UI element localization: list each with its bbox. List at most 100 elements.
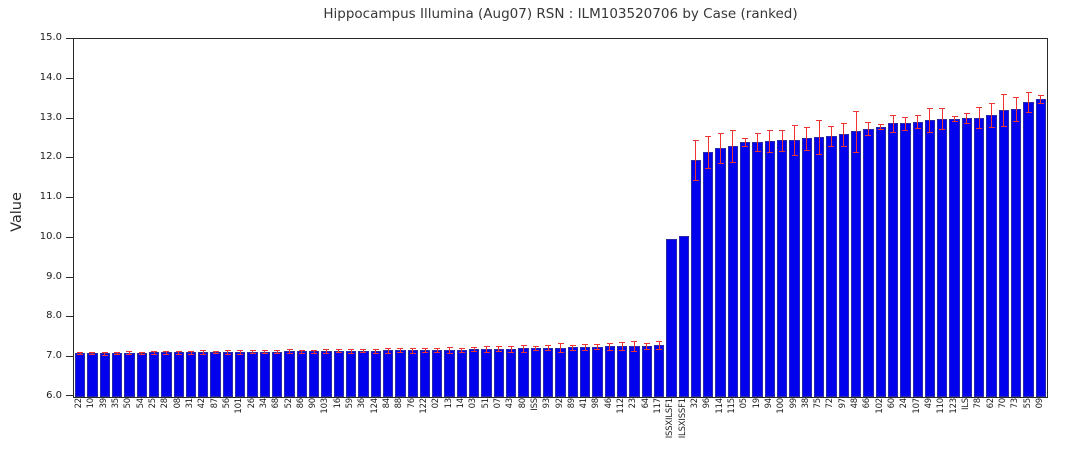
- bar: [924, 120, 936, 397]
- error-bar-cap: [803, 126, 810, 128]
- error-bar-cap: [705, 168, 712, 170]
- error-bar: [79, 352, 81, 355]
- x-tick-label: 115: [726, 398, 737, 414]
- error-bar: [954, 116, 956, 121]
- error-bar-cap: [175, 354, 182, 356]
- error-bar-cap: [742, 146, 749, 148]
- bar: [813, 136, 825, 397]
- error-bar-cap: [914, 115, 921, 117]
- x-tick-label: 66: [862, 398, 873, 409]
- plot-area: [73, 38, 1048, 398]
- bar: [592, 346, 603, 397]
- x-tick-label: 51: [480, 398, 491, 409]
- x-tick-label: 31: [185, 398, 195, 409]
- bar: [777, 140, 788, 397]
- error-bar-cap: [298, 352, 305, 354]
- x-tick-label: 25: [148, 398, 159, 409]
- error-bar-cap: [594, 349, 601, 351]
- y-tick-label: 13.0: [39, 111, 62, 123]
- error-bar: [1040, 95, 1042, 104]
- error-bar: [966, 112, 968, 123]
- error-bar-cap: [348, 348, 355, 350]
- error-bar-cap: [853, 110, 860, 112]
- bar: [75, 353, 86, 397]
- error-bar: [867, 122, 869, 135]
- error-bar: [880, 124, 882, 129]
- bar: [826, 135, 837, 397]
- error-bar: [276, 350, 278, 354]
- x-tick-label: 23: [628, 398, 639, 409]
- error-bar: [461, 347, 463, 352]
- error-bar: [781, 129, 783, 152]
- error-bar-cap: [188, 351, 194, 353]
- error-bar: [855, 110, 857, 152]
- x-tick-label: ILSXISSF1: [677, 398, 688, 439]
- error-bar-cap: [631, 351, 638, 353]
- x-tick-label: 88: [394, 398, 405, 409]
- bar: [419, 350, 431, 397]
- x-tick-label: 10: [86, 398, 97, 409]
- error-bar-cap: [520, 345, 527, 347]
- x-tick-label: 70: [997, 398, 1008, 409]
- error-bar-cap: [335, 349, 342, 351]
- error-bar: [1003, 93, 1005, 126]
- x-tick-label: 103: [320, 398, 331, 414]
- bar: [567, 347, 578, 397]
- error-bar-cap: [200, 353, 207, 355]
- error-bar-cap: [988, 127, 995, 129]
- error-bar: [190, 351, 192, 354]
- error-bar: [412, 347, 414, 354]
- error-bar-cap: [643, 348, 650, 350]
- bar: [974, 117, 985, 397]
- error-bar-cap: [89, 352, 96, 354]
- error-bar: [165, 351, 167, 354]
- error-bar: [301, 349, 303, 353]
- bar: [900, 123, 911, 397]
- y-tick-label: 15.0: [39, 32, 62, 43]
- bar: [801, 138, 812, 397]
- x-tick-label: 110: [936, 398, 947, 414]
- bar: [309, 351, 320, 397]
- bar: [345, 350, 357, 397]
- error-bar-cap: [532, 350, 539, 352]
- bar: [1011, 108, 1022, 397]
- error-bar-cap: [114, 351, 121, 353]
- bar: [358, 350, 369, 397]
- y-tick-mark: [66, 356, 73, 358]
- error-bar-cap: [434, 352, 441, 354]
- error-bar: [633, 340, 635, 352]
- bar: [912, 121, 923, 397]
- x-tick-label: 48: [850, 398, 861, 409]
- bar: [949, 118, 960, 397]
- error-bar-cap: [286, 349, 293, 351]
- x-tick-label: 60: [887, 398, 898, 409]
- error-bar-cap: [791, 124, 798, 126]
- error-bar: [609, 342, 611, 351]
- error-bar-cap: [816, 153, 823, 155]
- y-tick-label: 12.0: [39, 151, 62, 163]
- x-tick-label: 80: [517, 398, 528, 409]
- error-bar-cap: [939, 108, 946, 110]
- bar: [850, 131, 862, 397]
- x-tick-label: 62: [985, 398, 996, 409]
- error-bar-cap: [483, 352, 490, 354]
- error-bar: [178, 350, 180, 355]
- error-bar: [818, 120, 820, 154]
- x-tick-label: 122: [419, 398, 430, 414]
- error-bar-cap: [1037, 95, 1044, 97]
- error-bar: [473, 347, 475, 352]
- x-tick-label: 22: [74, 398, 85, 409]
- bar: [481, 349, 492, 397]
- error-bar-cap: [779, 151, 786, 153]
- error-bar: [128, 351, 130, 355]
- bar: [469, 349, 480, 397]
- error-bar-cap: [828, 125, 835, 127]
- error-bar-cap: [77, 352, 84, 354]
- error-bar: [264, 350, 266, 354]
- x-tick-label: 98: [591, 398, 602, 409]
- error-bar-cap: [89, 354, 96, 356]
- x-tick-label: 16: [332, 398, 343, 409]
- error-bar-cap: [409, 347, 416, 349]
- error-bar: [843, 123, 845, 146]
- error-bar-cap: [692, 180, 699, 182]
